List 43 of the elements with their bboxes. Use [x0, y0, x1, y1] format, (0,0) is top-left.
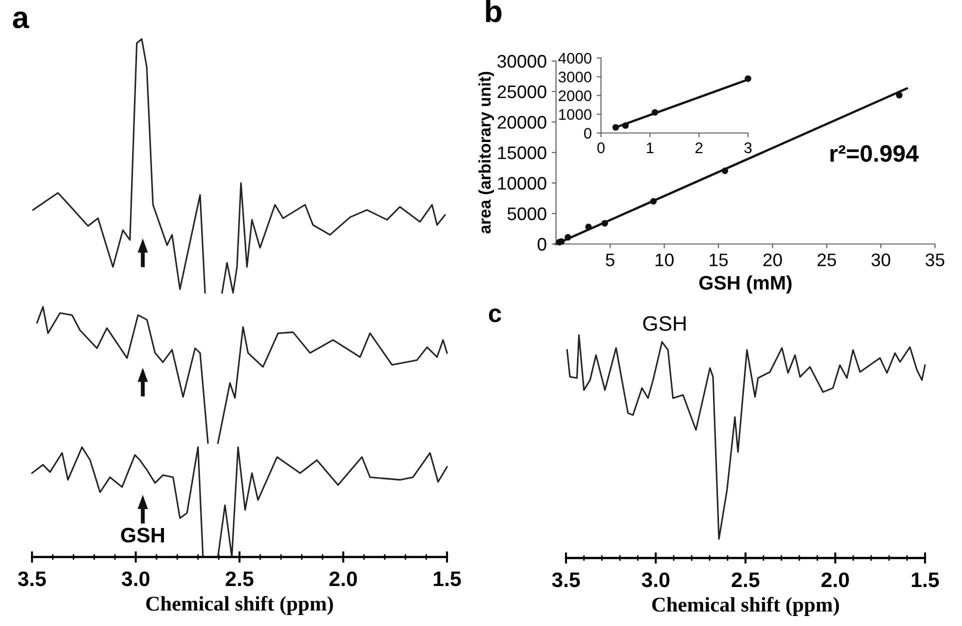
x-tick-label: 3.5	[552, 572, 580, 588]
x-axis-title: Chemical shift (ppm)	[652, 596, 839, 616]
x-tick-label: 3.0	[642, 572, 670, 588]
annotation: GSH	[121, 528, 164, 543]
y-tick-label: 0	[584, 128, 592, 139]
y-tick-label: 2000	[558, 90, 592, 102]
y-tick-label: 30000	[497, 54, 546, 68]
chart-title: b	[486, 0, 502, 22]
chart-title: c	[488, 308, 502, 322]
x-tick-label: 2.0	[821, 572, 849, 588]
x-tick-label: 15	[710, 254, 728, 266]
chart-title: a	[12, 12, 30, 28]
x-tick-label: 10	[656, 254, 674, 266]
x-tick-label: 30	[872, 254, 890, 266]
x-axis-title: GSH (mM)	[699, 275, 792, 294]
x-tick-label: 3.0	[122, 571, 150, 586]
x-tick-label: 25	[818, 254, 836, 266]
x-tick-label: 2.5	[226, 571, 254, 586]
x-tick-label: 1.5	[912, 572, 939, 588]
y-tick-label: 3000	[558, 72, 592, 82]
y-axis-title: area (arbitorary unit)	[478, 72, 494, 234]
y-tick-label: 4000	[558, 52, 592, 64]
x-axis-title: Chemical shift (ppm)	[146, 596, 333, 615]
x-tick-label: 5	[606, 254, 614, 266]
y-tick-label: 5000	[508, 207, 546, 220]
y-tick-label: 20000	[498, 116, 546, 129]
annotation: GSH	[643, 316, 686, 331]
x-tick-label: 3	[744, 142, 752, 154]
x-tick-label: 2.0	[329, 571, 357, 586]
x-tick-label: 1	[646, 142, 654, 154]
y-tick-label: 15000	[498, 146, 546, 160]
y-tick-label: 10000	[498, 176, 546, 190]
x-tick-label: 20	[763, 254, 782, 266]
x-tick-label: 0	[597, 142, 605, 154]
x-tick-label: 2	[696, 142, 702, 154]
x-tick-label: 2.5	[732, 572, 760, 588]
x-tick-label: 3.5	[18, 571, 46, 586]
y-tick-label: 1000	[559, 109, 592, 120]
annotation: r²=0.994	[830, 145, 919, 162]
y-tick-label: 0	[538, 238, 546, 251]
x-tick-label: 1.5	[434, 572, 461, 586]
y-tick-label: 25000	[498, 85, 546, 98]
x-tick-label: 35	[926, 254, 944, 266]
